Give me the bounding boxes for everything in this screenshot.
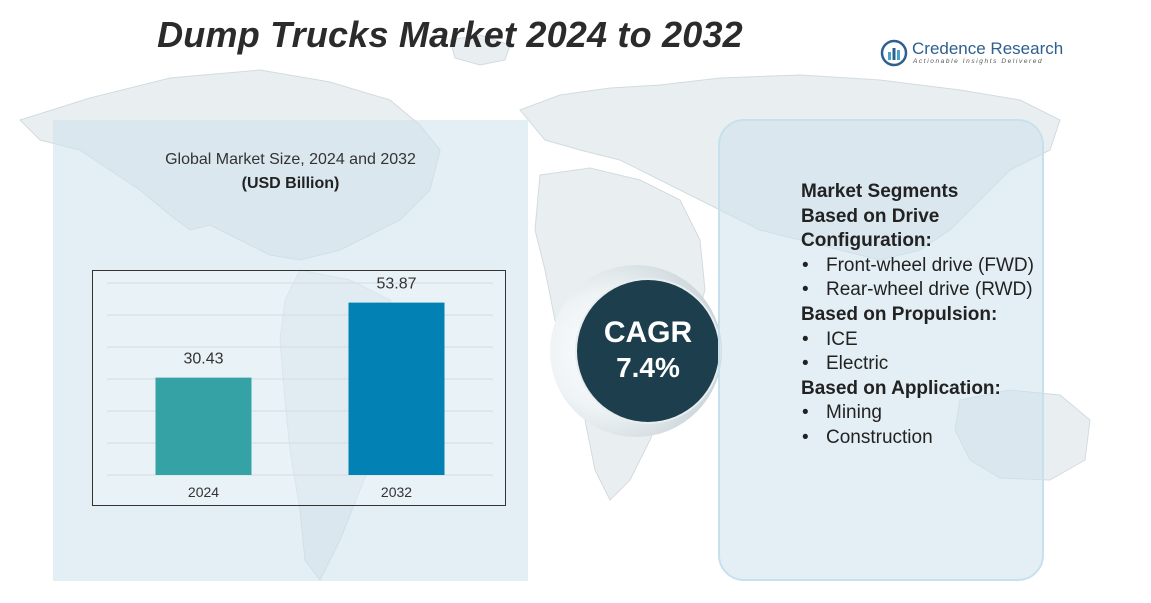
segment-item: • Construction xyxy=(801,426,1041,451)
cagr-value: 7.4% xyxy=(616,352,680,383)
cagr-badge: CAGR 7.4% xyxy=(577,280,719,422)
bullet-icon: • xyxy=(802,402,809,424)
segment-item: • Mining xyxy=(801,401,1041,426)
segment-item-label: Electric xyxy=(826,353,889,375)
bullet-icon: • xyxy=(802,426,809,448)
bullet-icon: • xyxy=(802,353,809,375)
bar-value-label: 53.87 xyxy=(376,276,416,293)
segment-item: • ICE xyxy=(801,328,1041,353)
segment-group-heading: Based on Drive Configuration: xyxy=(801,205,940,252)
page-title: Dump Trucks Market 2024 to 2032 xyxy=(157,14,743,55)
chart-unit: (USD Billion) xyxy=(241,175,340,192)
x-tick-label: 2032 xyxy=(381,484,412,500)
bar-chart: 30.43 2024 53.87 2032 xyxy=(92,270,506,506)
bar-chart-canvas: 30.43 2024 53.87 2032 xyxy=(107,276,493,500)
segment-group-heading: Based on Propulsion: xyxy=(801,303,998,325)
segments-panel xyxy=(718,119,1044,581)
bullet-icon: • xyxy=(802,254,809,276)
segment-item-label: Front-wheel drive (FWD) xyxy=(826,254,1034,276)
logo-tagline: Actionable Insights Delivered xyxy=(913,58,1044,65)
market-size-panel xyxy=(53,120,528,581)
bar-value-label: 30.43 xyxy=(183,351,223,368)
segment-item-label: Mining xyxy=(826,402,882,424)
bar-2032 xyxy=(348,302,445,475)
x-tick-label: 2024 xyxy=(188,484,219,500)
segment-item: • Front-wheel drive (FWD) xyxy=(801,254,1041,279)
segment-item-label: ICE xyxy=(826,328,858,350)
market-segments: Market Segments Based on Drive Configura… xyxy=(801,180,1041,451)
cagr-label: CAGR xyxy=(603,316,693,349)
logo-name: Credence Research xyxy=(912,39,1064,58)
logo: Credence Research Actionable Insights De… xyxy=(880,38,1070,72)
segment-group-heading: Based on Application: xyxy=(801,377,1001,399)
chart-caption: Global Market Size, 2024 and 2032 (USD B… xyxy=(53,148,528,196)
segment-item-label: Rear-wheel drive (RWD) xyxy=(826,279,1033,301)
logo-icon xyxy=(880,39,908,67)
bar-2024 xyxy=(155,377,252,475)
segment-item-label: Construction xyxy=(826,426,933,448)
segments-heading: Market Segments xyxy=(801,181,959,202)
bullet-icon: • xyxy=(802,328,809,350)
bullet-icon: • xyxy=(802,279,809,301)
segment-item: • Electric xyxy=(801,352,1041,377)
segment-item: • Rear-wheel drive (RWD) xyxy=(801,278,1041,303)
chart-title: Global Market Size, 2024 and 2032 xyxy=(165,151,416,168)
